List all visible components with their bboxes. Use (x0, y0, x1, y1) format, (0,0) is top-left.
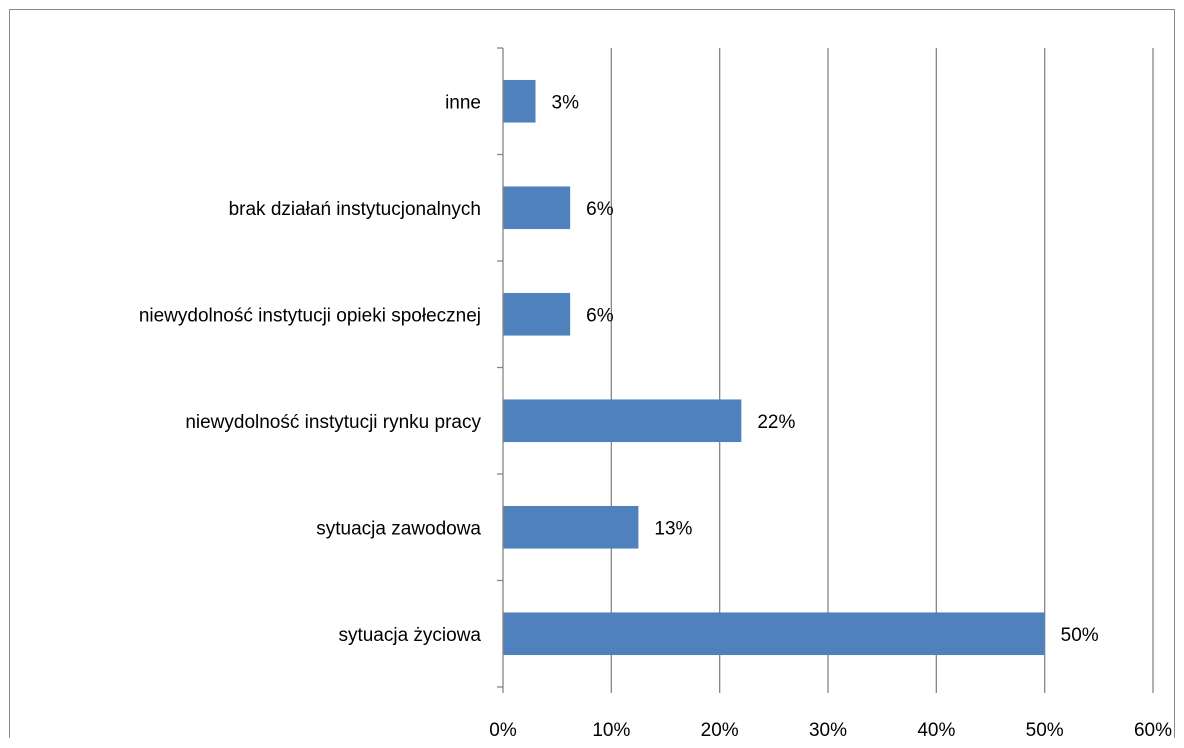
category-label: sytuacja zawodowa (316, 518, 481, 539)
data-label: 6% (586, 305, 614, 326)
category-label: inne (445, 92, 481, 113)
bar (503, 186, 571, 230)
x-tick-label: 20% (701, 720, 739, 741)
data-label: 22% (757, 412, 795, 433)
x-tick-label: 40% (917, 720, 955, 741)
bar (503, 612, 1045, 656)
bar (503, 292, 571, 336)
y-axis (497, 47, 504, 688)
labels: 0% 10% 20% 30% 40% 50% 60% sytuacja życiowa 50% s… (139, 92, 1172, 741)
data-label: 6% (586, 199, 614, 220)
x-tick-label: 10% (592, 720, 630, 741)
bars (503, 79, 1045, 656)
bar-chart: 0% 10% 20% 30% 40% 50% 60% sytuacja życiowa 50% s… (139, 47, 1172, 741)
category-label: niewydolność instytucji opieki społeczne… (139, 305, 481, 326)
category-label: brak działań instytucjonalnych (229, 199, 481, 220)
gridlines (502, 48, 1154, 693)
bar (503, 505, 639, 549)
bar (503, 79, 536, 123)
data-label: 3% (552, 92, 580, 113)
bar (503, 399, 742, 443)
category-label: niewydolność instytucji rynku pracy (185, 412, 481, 433)
data-label: 13% (654, 518, 692, 539)
chart-area: 0% 10% 20% 30% 40% 50% 60% sytuacja życiowa 50% s… (9, 9, 1175, 741)
x-tick-label: 0% (489, 720, 517, 741)
x-tick-label: 30% (809, 720, 847, 741)
data-label: 50% (1061, 625, 1099, 646)
category-label: sytuacja życiowa (338, 625, 481, 646)
x-tick-label: 50% (1026, 720, 1064, 741)
x-tick-label: 60% (1134, 720, 1172, 741)
